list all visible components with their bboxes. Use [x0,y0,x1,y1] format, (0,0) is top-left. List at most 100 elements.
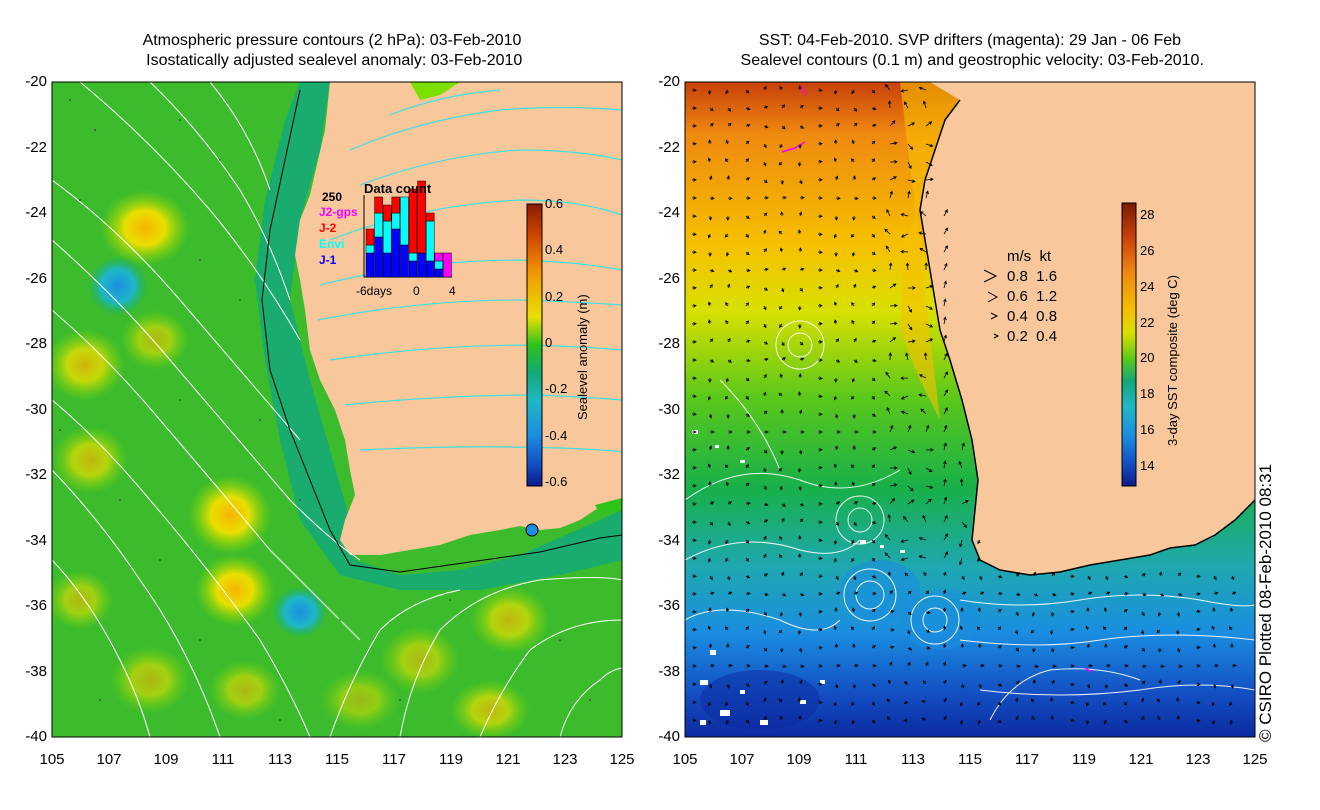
velocity-arrow [691,142,697,146]
x-tick-label: 115 [958,751,982,768]
velocity-arrow [745,320,750,325]
velocity-arrow [725,557,729,562]
velocity-arrow [833,301,838,307]
velocity-arrow [903,515,909,523]
velocity-arrow [871,701,876,706]
velocity-arrow [1085,701,1090,707]
right-map-frame [684,81,1256,738]
velocity-arrow [1211,719,1216,725]
velocity-arrow [763,553,767,559]
velocity-arrow [851,607,856,613]
velocity-arrow [853,196,859,201]
velocity-arrow [817,358,823,362]
velocity-arrow [817,646,823,650]
velocity-arrow [871,123,877,128]
velocity-arrow [943,478,947,487]
velocity-arrow [886,698,891,703]
data-count-bar [408,252,418,262]
velocity-arrow [943,352,948,361]
velocity-arrow [907,661,911,667]
velocity-arrow [906,629,911,635]
velocity-arrow [1230,683,1235,689]
velocity-arrow [871,557,876,562]
velocity-arrow [853,337,857,343]
velocity-arrow [835,664,841,668]
velocity-arrow [851,557,855,562]
velocity-arrow [943,514,948,523]
velocity-arrow [959,701,964,707]
velocity-arrow [691,358,697,362]
data-count-bar [425,212,435,222]
velocity-arrow [763,124,769,129]
velocity-arrow [1231,591,1237,595]
velocity-arrow [976,626,981,631]
velocity-arrow [745,539,750,544]
velocity-arrow [691,196,697,200]
velocity-arrow [943,424,948,433]
velocity-arrow [780,679,784,685]
velocity-arrow [833,625,838,631]
velocity-arrow [852,445,856,451]
velocity-arrow [834,251,838,257]
velocity-arrow [691,268,697,272]
velocity-arrow [871,395,876,400]
velocity-arrow [1087,664,1093,668]
velocity-arrow [871,233,876,238]
velocity-arrow [834,607,838,613]
velocity-arrow [920,408,927,415]
velocity-arrow [725,377,730,383]
velocity-arrow [780,179,784,185]
velocity-arrow [817,682,823,686]
velocity-arrow [745,557,750,562]
velocity-arrow [799,503,805,507]
velocity-arrow [871,575,877,579]
velocity-arrow [779,611,784,617]
velocity-arrow [691,628,697,632]
colorbar-tick-label: 20 [1140,350,1155,366]
velocity-arrow [1141,680,1146,685]
velocity-arrow [781,503,786,507]
velocity-arrow [763,287,769,291]
x-tick-label: 107 [729,751,755,768]
velocity-arrow [960,643,965,649]
velocity-arrow [921,699,927,704]
velocity-arrow [1141,573,1146,577]
velocity-arrow [907,485,914,492]
velocity-arrow [799,267,805,272]
velocity-arrow [961,500,969,505]
velocity-arrow [763,629,767,635]
velocity-arrow [887,514,892,523]
velocity-arrow [1105,664,1111,668]
velocity-arrow [691,88,697,92]
velocity-arrow [724,158,729,163]
velocity-arrow [834,719,838,725]
velocity-arrow [781,267,787,271]
velocity-arrow [778,230,783,235]
velocity-arrow [725,539,729,545]
velocity-arrow [889,321,898,326]
y-tick-label: -28 [25,335,47,352]
velocity-arrow [763,391,767,397]
velocity-arrow [835,283,839,289]
velocity-arrow [763,680,768,685]
velocity-arrow [709,359,715,363]
velocity-arrow [871,591,877,596]
velocity-arrow [925,498,932,505]
velocity-arrow [1103,607,1108,613]
velocity-arrow [1123,683,1129,687]
y-tick-label: -26 [25,269,47,287]
x-tick-label: 121 [1128,751,1154,768]
data-count-legend-item: J-1 [319,253,337,267]
velocity-arrow [1158,647,1162,653]
velocity-arrow [907,339,916,344]
velocity-arrow [1050,647,1055,653]
velocity-arrow [871,196,877,200]
x-tick-label: 119 [1072,751,1096,768]
velocity-arrow [922,514,927,523]
velocity-arrow [691,124,697,128]
velocity-arrow [799,357,805,361]
velocity-arrow [817,628,823,632]
velocity-arrow [799,179,803,185]
velocity-arrow [1051,679,1055,685]
